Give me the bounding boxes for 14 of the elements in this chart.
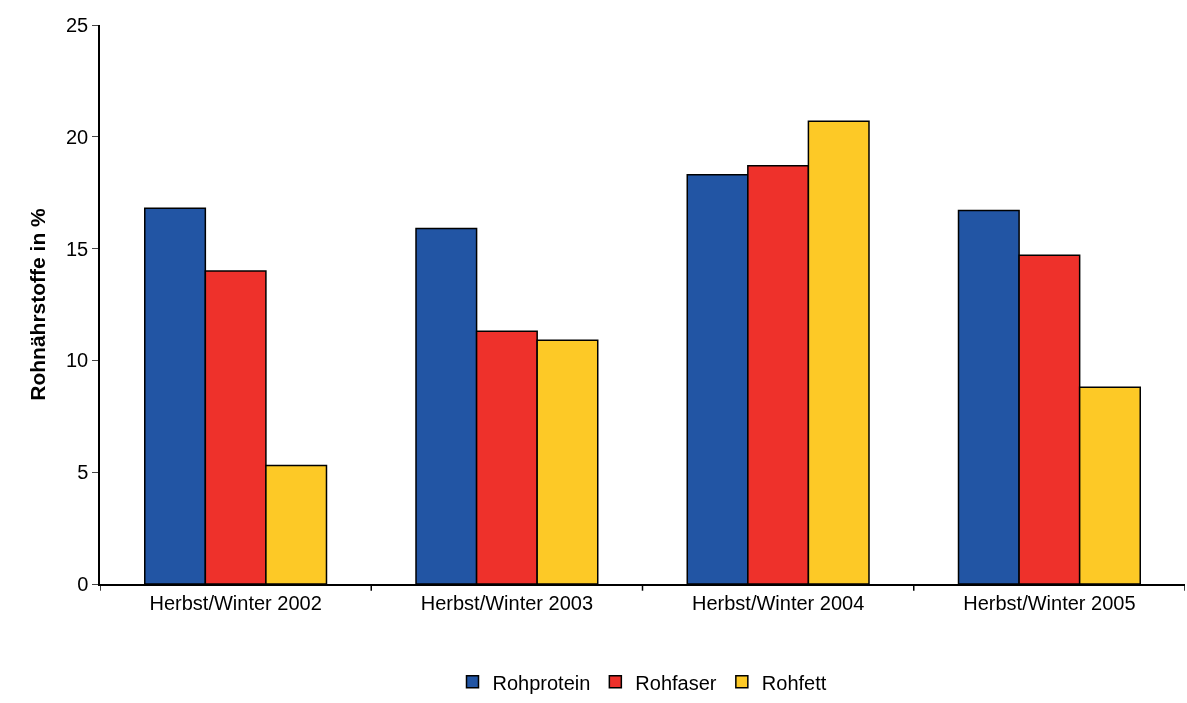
y-tick-label: 25 [66, 14, 89, 36]
legend-label: Rohfett [761, 671, 827, 694]
x-tick-label: Herbst/Winter 2004 [691, 591, 865, 614]
x-tick-label: Herbst/Winter 2005 [963, 591, 1136, 614]
y-tick-label: 20 [66, 125, 89, 148]
legend-label: Rohprotein [492, 671, 591, 694]
y-tick-label: 15 [66, 237, 89, 260]
x-tick-label: Herbst/Winter 2002 [149, 591, 322, 614]
y-axis-title: Rohnährstoffe in % [25, 207, 49, 401]
x-tick-label: Herbst/Winter 2003 [420, 591, 594, 614]
y-tick-label: 5 [77, 461, 89, 484]
y-tick-label: 10 [66, 349, 89, 372]
y-tick-label: 0 [77, 573, 89, 595]
legend-label: Rohfaser [635, 671, 717, 694]
